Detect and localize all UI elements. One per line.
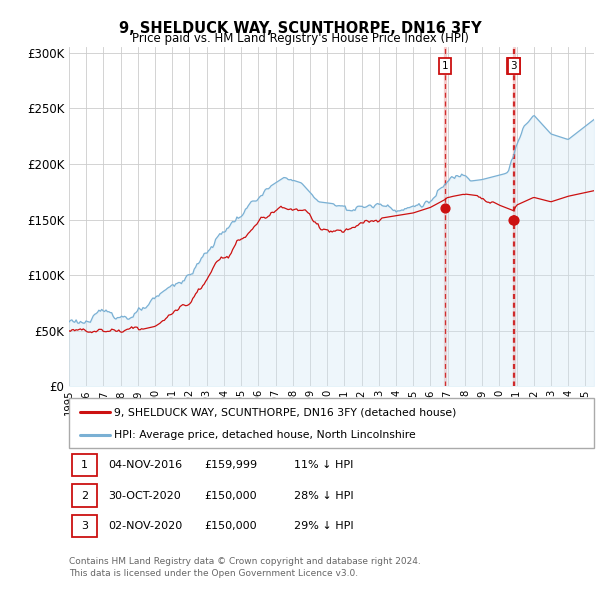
Text: 02-NOV-2020: 02-NOV-2020 [108, 522, 182, 531]
Text: 2: 2 [81, 491, 88, 500]
Point [509, 215, 518, 224]
Text: 1: 1 [81, 460, 88, 470]
Text: This data is licensed under the Open Government Licence v3.0.: This data is licensed under the Open Gov… [69, 569, 358, 578]
Text: Price paid vs. HM Land Registry's House Price Index (HPI): Price paid vs. HM Land Registry's House … [131, 32, 469, 45]
Text: 9, SHELDUCK WAY, SCUNTHORPE, DN16 3FY (detached house): 9, SHELDUCK WAY, SCUNTHORPE, DN16 3FY (d… [114, 407, 457, 417]
Text: 2: 2 [510, 61, 517, 71]
Text: 28% ↓ HPI: 28% ↓ HPI [294, 491, 353, 500]
Text: £159,999: £159,999 [204, 460, 257, 470]
Text: 04-NOV-2016: 04-NOV-2016 [108, 460, 182, 470]
Text: Contains HM Land Registry data © Crown copyright and database right 2024.: Contains HM Land Registry data © Crown c… [69, 558, 421, 566]
Text: 3: 3 [81, 522, 88, 531]
Bar [513, 47, 515, 386]
Text: 1: 1 [442, 61, 448, 71]
Text: 30-OCT-2020: 30-OCT-2020 [108, 491, 181, 500]
Text: 9, SHELDUCK WAY, SCUNTHORPE, DN16 3FY: 9, SHELDUCK WAY, SCUNTHORPE, DN16 3FY [119, 21, 481, 35]
Bar [444, 47, 446, 386]
Text: £150,000: £150,000 [204, 491, 257, 500]
Text: £150,000: £150,000 [204, 522, 257, 531]
Text: 11% ↓ HPI: 11% ↓ HPI [294, 460, 353, 470]
Text: 29% ↓ HPI: 29% ↓ HPI [294, 522, 353, 531]
Text: 3: 3 [511, 61, 517, 71]
Point [509, 215, 518, 224]
Text: HPI: Average price, detached house, North Lincolnshire: HPI: Average price, detached house, Nort… [114, 430, 416, 440]
Point [440, 204, 450, 213]
